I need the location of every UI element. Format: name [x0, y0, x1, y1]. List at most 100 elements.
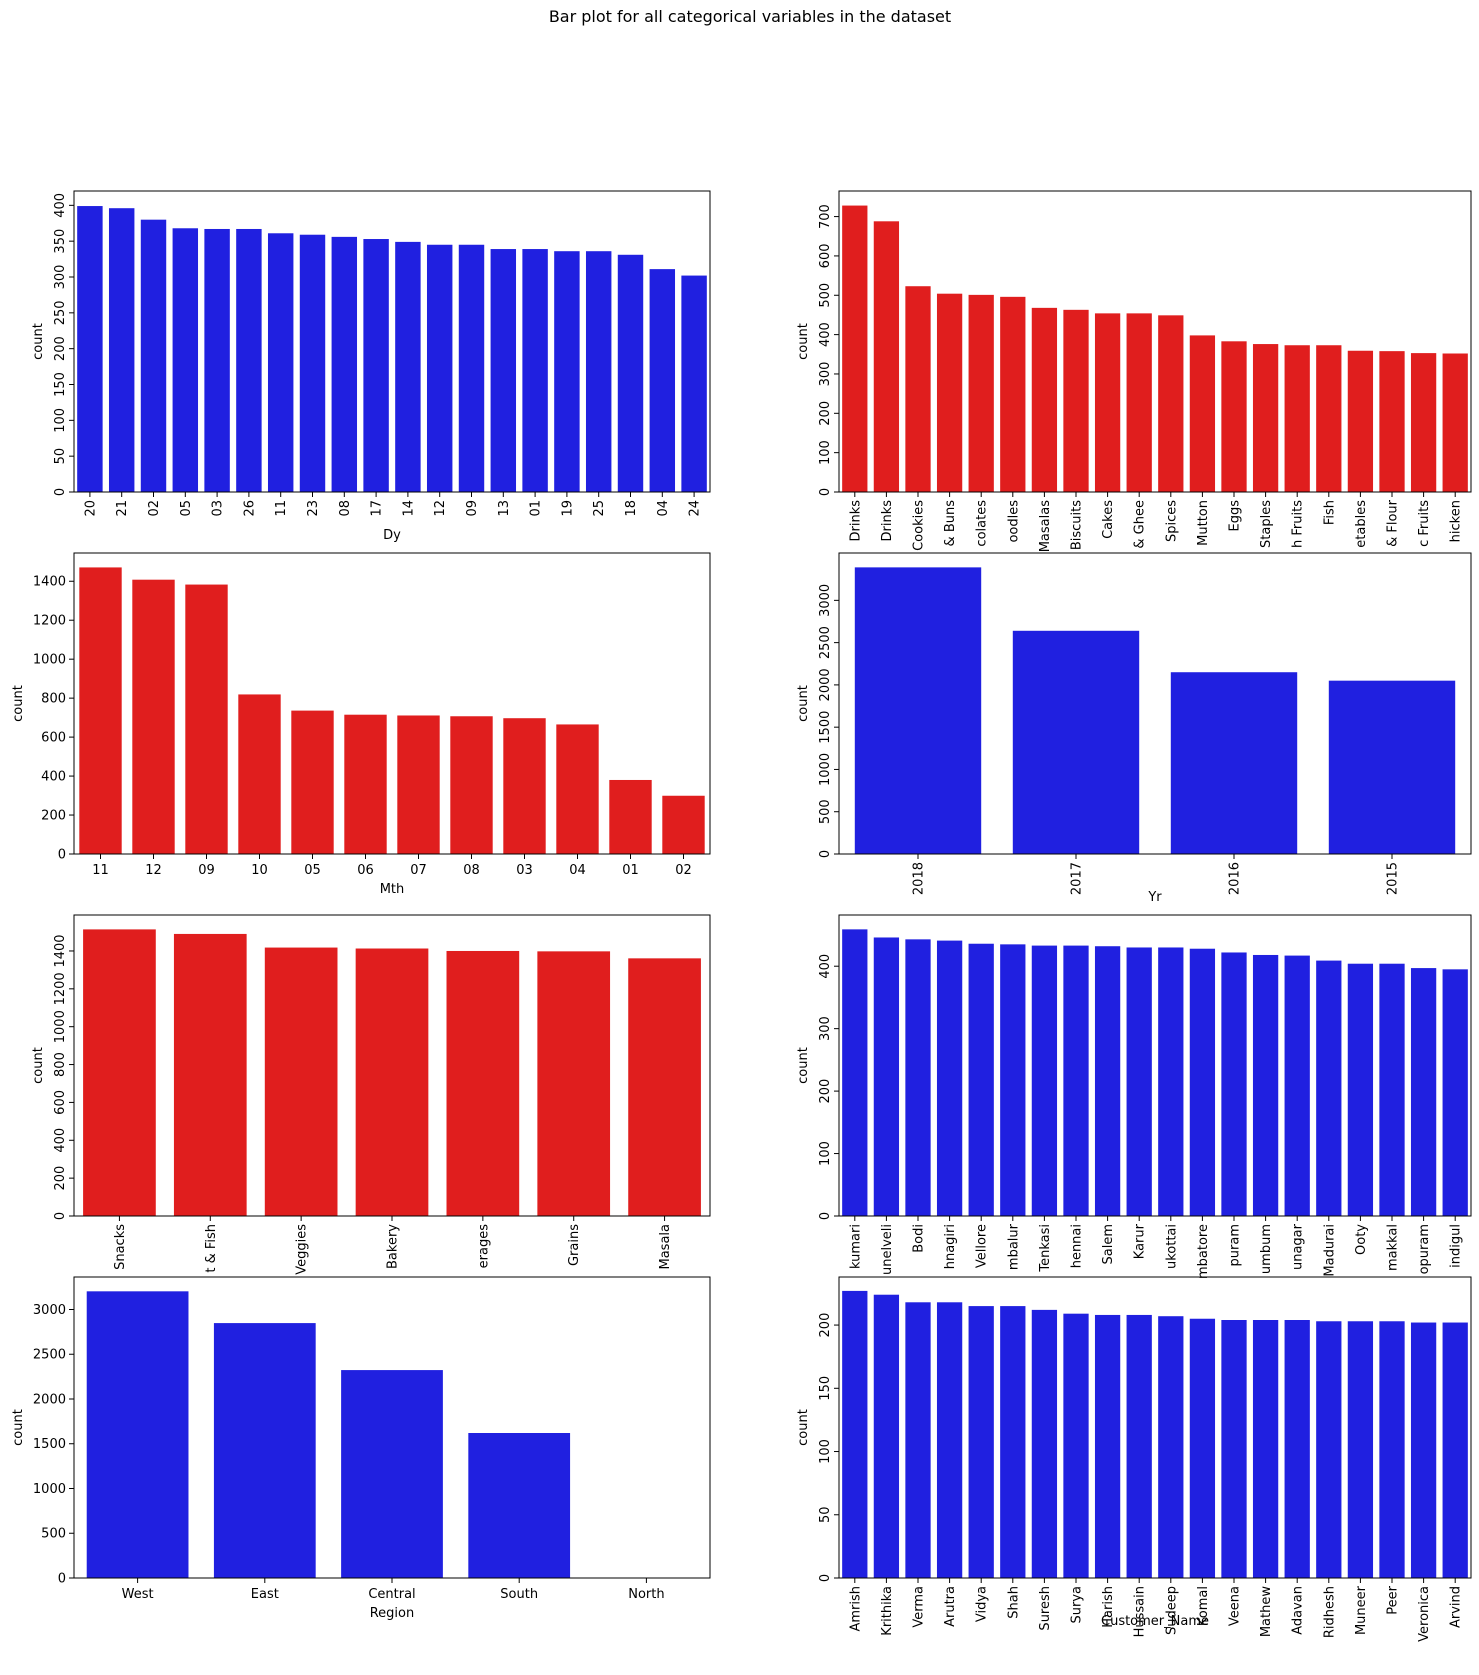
- bar: [1252, 1320, 1279, 1578]
- bar: [1284, 1320, 1310, 1578]
- y-tick-label: 0: [58, 848, 66, 863]
- x-tick-label: 03: [211, 500, 226, 517]
- bar: [662, 795, 705, 854]
- bar: [1347, 1321, 1374, 1578]
- x-tick-label: Masala: [658, 1224, 673, 1270]
- x-tick-label: Ridhesh: [1322, 1586, 1337, 1638]
- axes-frame: [73, 190, 711, 493]
- y-axis-label: count: [11, 1409, 26, 1446]
- y-tick-label: 400: [818, 954, 833, 979]
- bar: [905, 286, 931, 492]
- x-tick-label: erages: [476, 1224, 491, 1269]
- y-tick-label: 150: [53, 372, 68, 397]
- y-tick-label: 1500: [33, 1437, 66, 1452]
- bar: [854, 567, 982, 854]
- x-tick-label: Surya: [1070, 1586, 1085, 1624]
- x-tick-label: 23: [306, 500, 321, 517]
- bar: [1012, 630, 1140, 854]
- bar: [1410, 353, 1437, 492]
- bar: [204, 228, 230, 493]
- bar: [468, 1433, 571, 1578]
- x-tick-label: etables: [1354, 500, 1369, 548]
- x-tick-label: Suresh: [1038, 1586, 1053, 1631]
- bar: [936, 1302, 963, 1578]
- x-tick-label: Veena: [1228, 1586, 1243, 1626]
- y-tick-label: 100: [818, 1141, 833, 1166]
- x-tick-label: 07: [410, 863, 427, 878]
- x-tick-label: Adavan: [1291, 1586, 1306, 1635]
- bar: [236, 228, 262, 493]
- y-axis-label: count: [31, 323, 46, 360]
- y-tick-label: 0: [818, 488, 833, 496]
- chart-4: 0 500 1000 1500 2000 2500 3000 2018 2017 2016 2015…: [796, 552, 1472, 905]
- y-tick-label: 0: [818, 1212, 833, 1220]
- x-tick-label: hennai: [1070, 1224, 1085, 1268]
- y-tick-label: 3000: [33, 1303, 66, 1318]
- x-tick-label: Amrish: [848, 1586, 863, 1632]
- bar: [1063, 309, 1089, 492]
- y-tick-label: 200: [818, 1079, 833, 1104]
- axes-frame: [838, 190, 1472, 493]
- bar: [628, 958, 701, 1216]
- bar: [936, 940, 963, 1216]
- x-tick-label: Salem: [1101, 1224, 1116, 1265]
- x-tick-label: 05: [179, 500, 194, 517]
- bar: [649, 269, 676, 492]
- y-tick-label: 300: [53, 265, 68, 290]
- x-tick-label: colates: [975, 500, 990, 547]
- bar: [1347, 350, 1374, 492]
- bar: [554, 251, 580, 492]
- x-tick-label: Krithika: [880, 1586, 895, 1636]
- x-tick-label: 02: [675, 863, 692, 878]
- bar: [905, 1302, 931, 1578]
- bar: [968, 294, 994, 492]
- bar: [108, 208, 135, 492]
- bar: [1158, 947, 1184, 1216]
- figure-title: Bar plot for all categorical variables i…: [549, 7, 951, 26]
- y-tick-label: 800: [53, 1052, 68, 1077]
- x-tick-label: 20: [83, 500, 98, 517]
- bar: [1442, 353, 1468, 492]
- x-tick-label: Sudeep: [1164, 1586, 1179, 1635]
- x-tick-label: Ooty: [1354, 1224, 1369, 1255]
- y-tick-label: 400: [41, 770, 66, 785]
- chart-1: 0 50 100 150 200 250 300 350 400 20 21 02 05 03 26 11 23…: [31, 190, 711, 543]
- bar: [537, 951, 611, 1216]
- x-tick-label: Snacks: [113, 1224, 128, 1270]
- x-tick-label: puram: [1228, 1224, 1243, 1266]
- y-tick-label: 500: [818, 799, 833, 824]
- bar: [1063, 945, 1089, 1216]
- axes-frame: [838, 914, 1472, 1217]
- y-tick-label: 50: [53, 448, 68, 465]
- bar: [556, 724, 599, 854]
- x-tick-label: hnagiri: [943, 1224, 958, 1269]
- x-tick-label: West: [122, 1587, 154, 1602]
- x-tick-label: 03: [516, 863, 533, 878]
- axes-frame: [838, 1276, 1472, 1579]
- x-tick-label: Veronica: [1417, 1586, 1432, 1642]
- x-tick-label: Tenkasi: [1038, 1224, 1053, 1273]
- x-tick-label: Cakes: [1101, 500, 1116, 539]
- bar: [842, 205, 868, 492]
- bar: [1031, 307, 1058, 492]
- bar: [1442, 1322, 1468, 1578]
- y-tick-label: 0: [58, 1572, 66, 1587]
- x-tick-label: 2018: [912, 862, 927, 895]
- x-tick-label: Bakery: [386, 1224, 401, 1269]
- bar: [1379, 351, 1405, 492]
- bar: [1252, 344, 1279, 492]
- x-tick-label: Peer: [1386, 1585, 1401, 1614]
- y-tick-label: 1400: [53, 934, 68, 967]
- bar: [936, 293, 963, 492]
- bar: [213, 1323, 316, 1578]
- x-axis-label: Dy: [383, 528, 401, 543]
- bar: [1094, 313, 1121, 492]
- bar: [1221, 952, 1247, 1216]
- x-tick-label: Staples: [1259, 500, 1274, 548]
- x-tick-label: t & Fish: [204, 1224, 219, 1273]
- y-tick-label: 100: [53, 408, 68, 433]
- y-axis-label: count: [796, 323, 811, 360]
- chart-7: 0 500 1000 1500 2000 2500 3000 West East Central S…: [11, 1276, 711, 1621]
- x-axis-label: Customer_Name: [1101, 1614, 1209, 1629]
- bar: [503, 718, 546, 854]
